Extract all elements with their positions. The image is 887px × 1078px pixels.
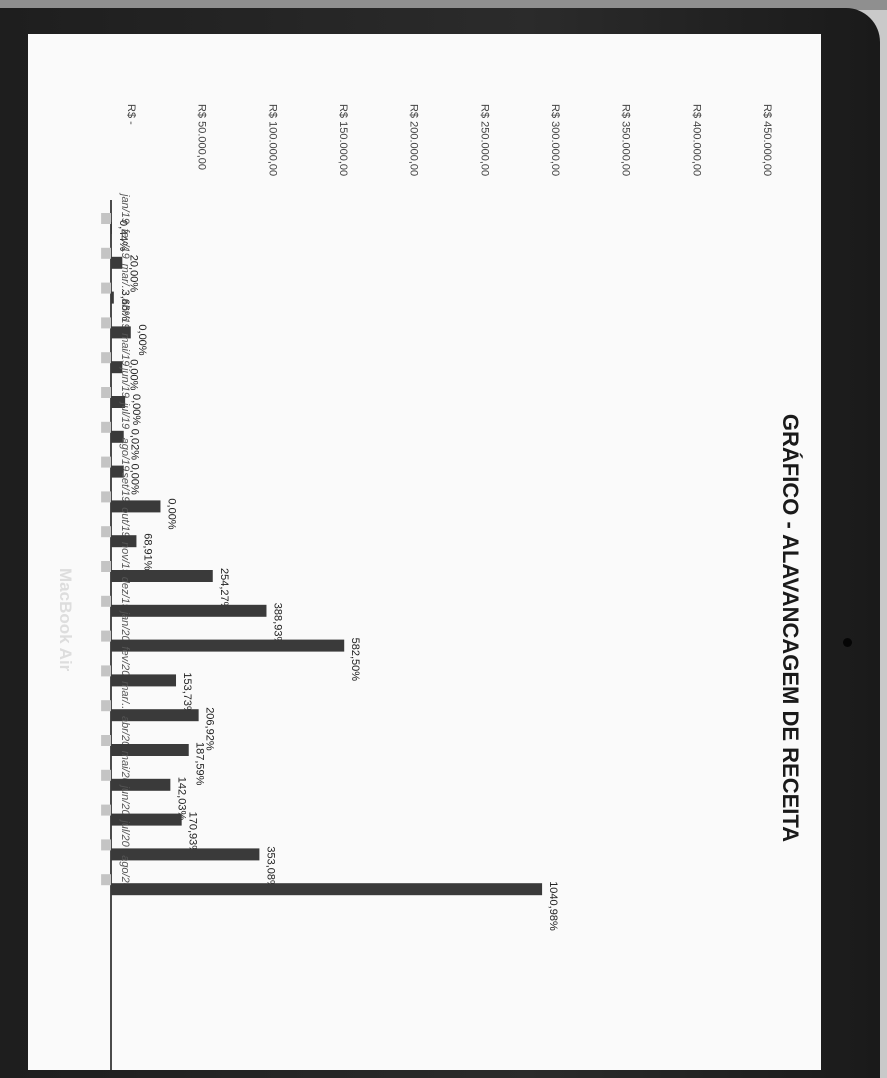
x-tick-label: fev/20 (119, 646, 131, 677)
bar-series-1 (101, 665, 111, 677)
laptop-screen: GRÁFICO - ALAVANCAGEM DE RECEITA R$ - R$ 5… (28, 34, 821, 1070)
bar-series-2 (111, 535, 137, 548)
bar-series-1 (101, 595, 111, 607)
bar-series-2 (111, 326, 131, 339)
x-tick-label: jan/20 (119, 610, 131, 643)
data-label: 0,00% (136, 324, 148, 355)
data-label: 0,00% (127, 359, 139, 390)
x-tick-label: mai/19 (119, 333, 131, 366)
bar-series-1 (101, 491, 111, 503)
y-tick-label: R$ 450.000,00 (761, 104, 773, 176)
data-label: 0,00% (165, 498, 177, 529)
bar-series-1 (101, 317, 111, 329)
bar-series-2 (111, 430, 124, 443)
bar-series-1 (101, 282, 111, 294)
x-tick-label: mar/... (119, 264, 131, 295)
data-label: 170,93% (187, 812, 199, 856)
bar-series-2 (111, 848, 260, 861)
data-label: 0,00% (129, 464, 141, 495)
y-tick-label: R$ 50.000,00 (196, 104, 208, 170)
bar-chart: GRÁFICO - ALAVANCAGEM DE RECEITA R$ - R$ 5… (101, 104, 803, 1070)
x-tick-label: fev/19 (119, 229, 131, 259)
bar-series-1 (101, 561, 111, 572)
x-tick-label: ago/19 (119, 438, 131, 472)
bar-series-1 (101, 874, 111, 886)
data-label: 0,02% (129, 429, 141, 460)
data-label: 153,73% (181, 672, 193, 716)
data-label: 388,93% (271, 603, 283, 647)
bar-series-2 (111, 883, 543, 896)
bar-series-1 (101, 421, 111, 433)
data-label: 353,08% (264, 846, 276, 890)
bar-series-1 (101, 526, 111, 538)
y-tick-label: R$ 250.000,00 (478, 104, 490, 176)
x-tick-label: set/19 (119, 472, 131, 502)
bar-series-2 (111, 291, 114, 304)
bar-series-2 (111, 361, 123, 374)
bar-series-1 (101, 769, 111, 781)
data-label: 582,50% (349, 638, 361, 682)
data-label: 3,66% (119, 290, 131, 321)
laptop-top-edge (0, 0, 887, 10)
data-label: 0,00% (130, 394, 142, 425)
x-tick-label: dez/19 (119, 577, 131, 610)
data-label: 20,00% (127, 255, 139, 293)
data-label: 206,92% (204, 707, 216, 751)
bar-series-1 (101, 839, 111, 851)
data-label: 1040,98% (547, 881, 559, 931)
data-label: 68,91% (141, 533, 153, 571)
bar-series-1 (101, 700, 111, 712)
y-tick-label: R$ 200.000,00 (408, 104, 420, 176)
y-tick-label: R$ 350.000,00 (620, 104, 632, 176)
y-tick-label: R$ 300.000,00 (549, 104, 561, 176)
x-tick-label: jan/19 (119, 192, 131, 224)
bar-series-2 (111, 465, 124, 478)
bar-series-2 (111, 709, 199, 722)
x-tick-label: ago/20 (119, 855, 131, 890)
bar-series-2 (111, 222, 112, 234)
bar-series-1 (101, 387, 111, 398)
bar-series-1 (101, 456, 111, 468)
bar-series-2 (111, 500, 161, 513)
bar-series-1 (101, 213, 111, 224)
x-tick-label: out/19 (119, 507, 131, 538)
x-tick-label: jul/20 (119, 818, 131, 847)
x-tick-label: nov/19 (119, 542, 131, 575)
x-tick-label: jul/19 (119, 401, 131, 429)
data-label: 187,59% (194, 742, 206, 786)
bar-series-1 (101, 247, 111, 259)
x-tick-label: jun/20 (119, 784, 131, 817)
bar-series-2 (111, 744, 189, 756)
y-tick-label: R$ 100.000,00 (266, 104, 278, 176)
x-tick-label: mai/20 (119, 751, 131, 785)
data-label: 254,27% (218, 568, 230, 612)
brand-label: MacBook Air (56, 568, 75, 672)
bar-series-2 (111, 778, 171, 791)
chart-title: GRÁFICO - ALAVANCAGEM DE RECEITA (778, 414, 803, 842)
y-tick-label: R$ - (125, 104, 137, 125)
bar-series-1 (101, 735, 111, 746)
bar-series-2 (111, 639, 345, 652)
x-tick-label: jun/19 (119, 366, 131, 398)
bar-series-2 (111, 256, 123, 269)
data-label: 142,03% (175, 777, 187, 821)
bar-series-1 (101, 352, 111, 364)
data-label: 0,44% (117, 220, 129, 251)
y-tick-label: R$ 150.000,00 (337, 104, 349, 176)
x-tick-label: abr/19 (119, 298, 131, 329)
bar-series-2 (111, 604, 267, 617)
camera-icon (843, 638, 852, 647)
x-tick-label: mar/... (119, 681, 131, 712)
bar-series-2 (111, 674, 177, 687)
bar-series-1 (101, 804, 111, 816)
bar-series-2 (111, 570, 213, 582)
bar-series-2 (111, 813, 182, 826)
y-tick-label: R$ 400.000,00 (690, 104, 702, 176)
bar-series-1 (101, 630, 111, 642)
x-tick-label: abr/20 (119, 716, 131, 748)
bar-series-2 (111, 396, 126, 408)
